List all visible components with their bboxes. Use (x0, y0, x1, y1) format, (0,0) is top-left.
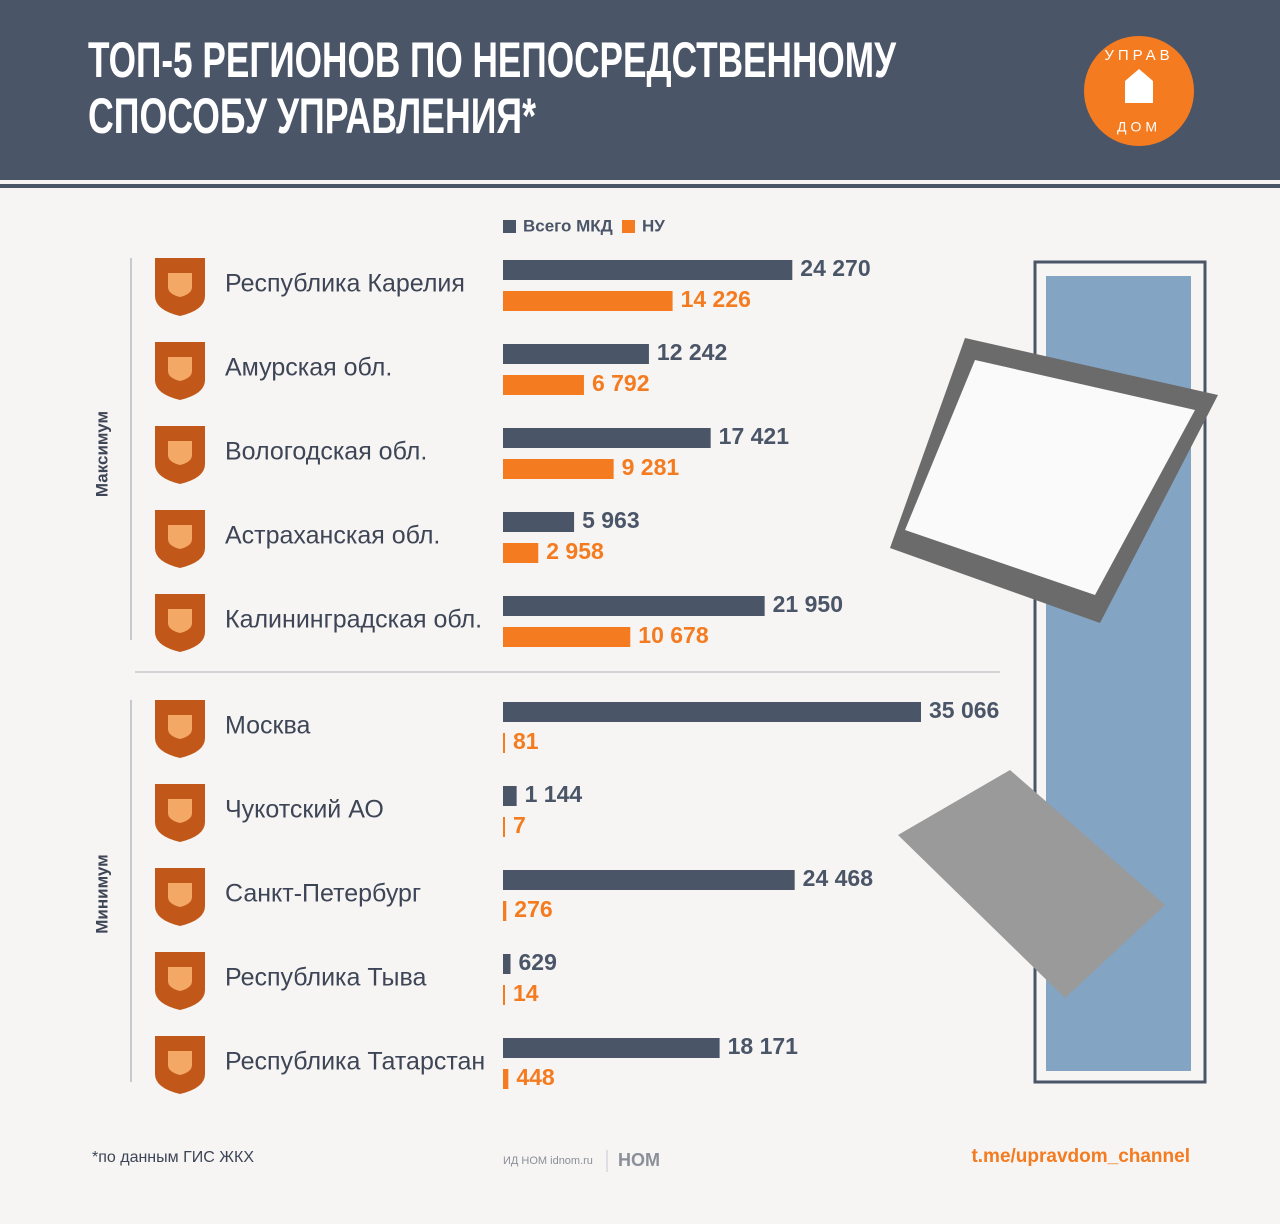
value-label: 5 963 (582, 507, 640, 533)
value-label: 24 468 (803, 865, 874, 891)
value-label: 14 226 (681, 286, 751, 312)
bar (503, 596, 765, 616)
title-line: ТОП-5 РЕГИОНОВ ПО НЕПОСРЕДСТВЕННОМУ (88, 32, 897, 88)
value-label: 21 950 (773, 591, 843, 617)
region-emblem-detail (168, 883, 192, 907)
region-emblem-detail (168, 441, 192, 465)
bar (503, 260, 793, 280)
bar (503, 1038, 720, 1058)
category-label: Москва (225, 712, 310, 740)
title-line: СПОСОБУ УПРАВЛЕНИЯ* (88, 88, 536, 144)
category-label: Республика Тыва (225, 964, 427, 992)
bar (503, 870, 795, 890)
value-label: 629 (518, 949, 556, 975)
bar (503, 375, 584, 395)
region-emblem-detail (168, 273, 192, 297)
value-label: 17 421 (719, 423, 790, 449)
category-label: Республика Татарстан (225, 1048, 485, 1076)
category-label: Астраханская обл. (225, 522, 440, 550)
bar (503, 786, 517, 806)
category-label: Амурская обл. (225, 354, 392, 382)
bar (503, 459, 614, 479)
value-label: 9 281 (622, 454, 680, 480)
logo: УПРАВ ДОМ (1084, 36, 1194, 146)
bar (503, 1069, 509, 1089)
bar (503, 733, 505, 753)
legend-swatch (622, 220, 635, 233)
category-label: Вологодская обл. (225, 438, 427, 466)
category-label: Республика Карелия (225, 270, 465, 298)
bar (503, 291, 673, 311)
bar (503, 512, 575, 532)
category-label: Чукотский АО (225, 796, 384, 824)
region-emblem-detail (168, 715, 192, 739)
header-rule (0, 184, 1280, 188)
bar (503, 901, 507, 921)
value-label: 2 958 (546, 538, 604, 564)
value-label: 12 242 (657, 339, 727, 365)
value-label: 276 (514, 896, 552, 922)
value-label: 1 144 (525, 781, 583, 807)
region-emblem-detail (168, 609, 192, 633)
value-label: 7 (513, 812, 526, 838)
legend-label: Всего МКД (523, 216, 613, 235)
logo-text: ДОМ (1117, 119, 1161, 135)
clipboard-paper (905, 360, 1195, 595)
footnote: *по данным ГИС ЖКХ (92, 1149, 254, 1166)
legend-swatch (503, 220, 516, 233)
channel-link[interactable]: t.me/upravdom_channel (971, 1146, 1190, 1167)
region-emblem-detail (168, 525, 192, 549)
bar (503, 954, 511, 974)
logo-house (1125, 69, 1153, 103)
bar (503, 627, 631, 647)
clipboard (898, 770, 1165, 998)
bar (503, 702, 921, 722)
bar (503, 344, 649, 364)
value-label: 18 171 (728, 1033, 799, 1059)
source: ИД НОМ idnom.ru (503, 1155, 593, 1167)
legend-label: НУ (642, 216, 665, 235)
brand: НОМ (618, 1150, 660, 1170)
value-label: 81 (513, 728, 539, 754)
bar (503, 428, 711, 448)
category-label: Калининградская обл. (225, 606, 482, 634)
value-label: 6 792 (592, 370, 650, 396)
logo-text: УПРАВ (1104, 47, 1173, 64)
bar (503, 817, 505, 837)
bar (503, 985, 505, 1005)
group-label: Минимум (92, 854, 111, 934)
photo-panel (890, 260, 1218, 1084)
panel-frame (1033, 260, 1207, 1084)
region-emblem-detail (168, 1051, 192, 1075)
region-emblem-detail (168, 799, 192, 823)
region-emblem-detail (168, 967, 192, 991)
value-label: 10 678 (638, 622, 709, 648)
bar (503, 543, 539, 563)
category-label: Санкт-Петербург (225, 880, 421, 908)
group-label: Максимум (92, 411, 111, 497)
value-label: 24 270 (800, 255, 870, 281)
region-emblem-detail (168, 357, 192, 381)
header (0, 0, 1280, 180)
value-label: 14 (513, 980, 539, 1006)
value-label: 35 066 (929, 697, 999, 723)
value-label: 448 (516, 1064, 555, 1090)
